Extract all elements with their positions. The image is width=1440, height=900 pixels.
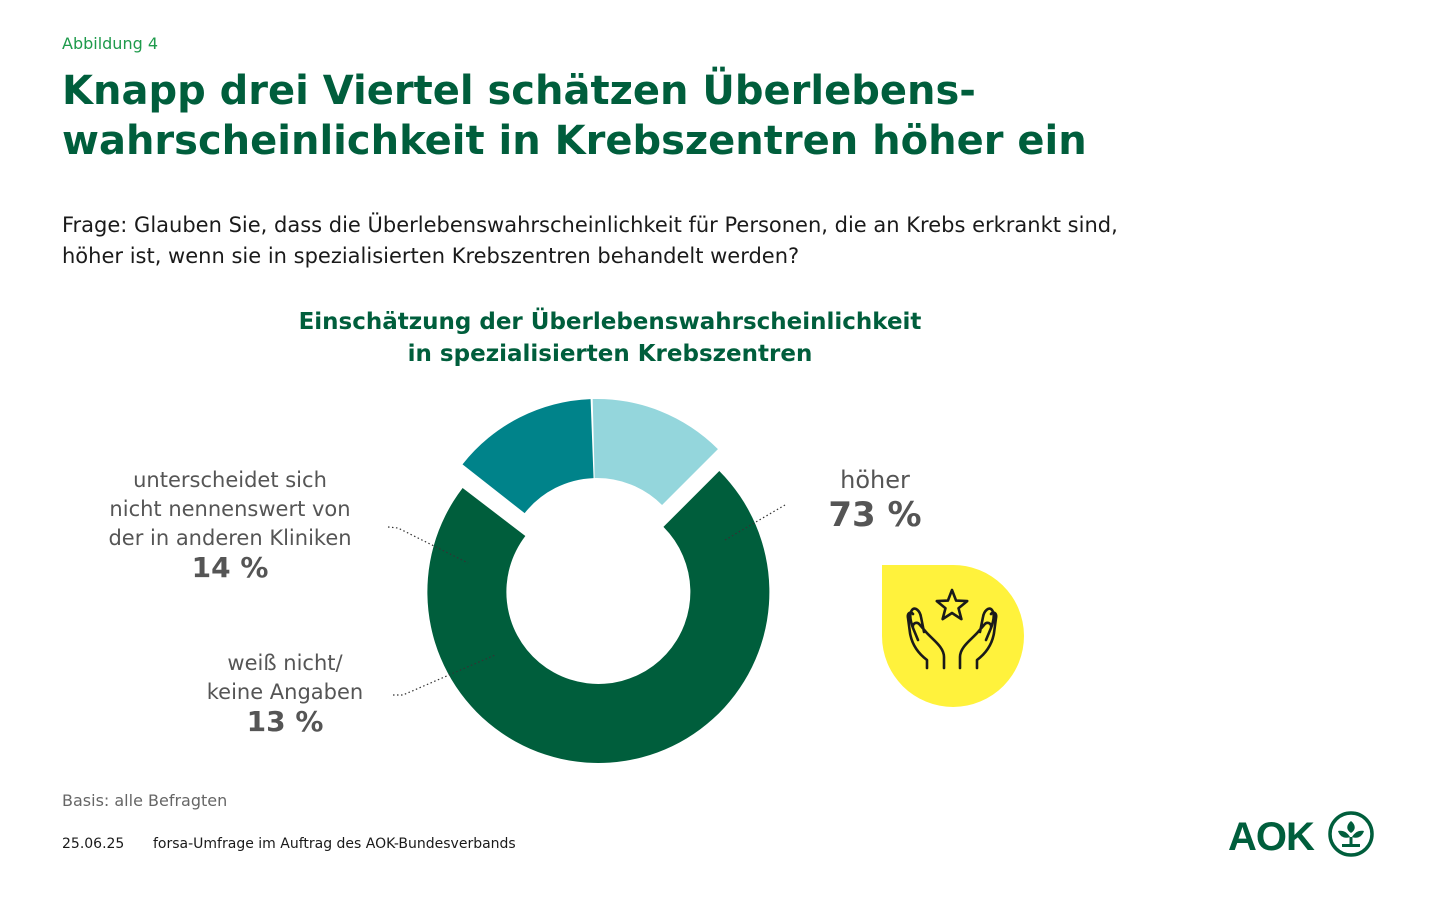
aok-tree-icon <box>1328 811 1374 857</box>
survey-question: Frage: Glauben Sie, dass die Überlebensw… <box>62 210 1302 272</box>
aok-logo: AOK <box>1228 811 1374 859</box>
label-weiss-nicht-value: 13 % <box>246 705 324 738</box>
hands-with-star-icon <box>882 564 1024 707</box>
label-nicht-nennenswert-line-2: nicht nennenswert von <box>109 497 351 521</box>
slice-unterscheidet-sich-nicht <box>462 399 594 514</box>
footer-source: forsa-Umfrage im Auftrag des AOK-Bundesv… <box>153 836 516 852</box>
label-hoeher-value: 73 % <box>828 495 922 535</box>
label-nicht-nennenswert-value: 14 % <box>191 551 269 584</box>
figure-label: Abbildung 4 <box>62 34 159 53</box>
page-title-line-1: Knapp drei Viertel schätzen Überlebens- <box>62 68 976 114</box>
chart-title-line-2: in spezialisierten Krebszentren <box>407 341 813 367</box>
basis-note: Basis: alle Befragten <box>62 791 228 810</box>
slice-hoeher <box>427 471 770 763</box>
survey-question-line-1: Frage: Glauben Sie, dass die Überlebensw… <box>62 213 1118 237</box>
aok-logo-text: AOK <box>1228 815 1315 859</box>
footer-date: 25.06.25 <box>62 836 125 852</box>
survey-question-line-2: höher ist, wenn sie in spezialisierten K… <box>62 244 800 268</box>
leader-line-weiss-nicht <box>393 654 496 696</box>
label-nicht-nennenswert: unterscheidet sich nicht nennenswert von… <box>80 466 380 582</box>
page-title-line-2: wahrscheinlichkeit in Krebszentren höher… <box>62 118 1087 164</box>
left-hand-shape <box>906 607 946 670</box>
right-hand-shape <box>958 607 998 670</box>
chart-title: Einschätzung der Überlebenswahrscheinlic… <box>250 306 970 370</box>
label-weiss-nicht-line-1: weiß nicht/ <box>227 651 343 675</box>
label-weiss-nicht: weiß nicht/ keine Angaben 13 % <box>185 649 385 736</box>
label-nicht-nennenswert-line-1: unterscheidet sich <box>133 468 327 492</box>
page-title: Knapp drei Viertel schätzen Überlebens- … <box>62 66 1262 166</box>
label-hoeher-text: höher <box>840 466 910 494</box>
label-hoeher: höher 73 % <box>800 466 950 535</box>
label-nicht-nennenswert-line-3: der in anderen Kliniken <box>108 526 352 550</box>
chart-title-line-1: Einschätzung der Überlebenswahrscheinlic… <box>298 309 922 335</box>
slice-weiss-nicht <box>592 399 718 505</box>
label-weiss-nicht-line-2: keine Angaben <box>206 680 364 704</box>
star-shape <box>935 588 969 621</box>
